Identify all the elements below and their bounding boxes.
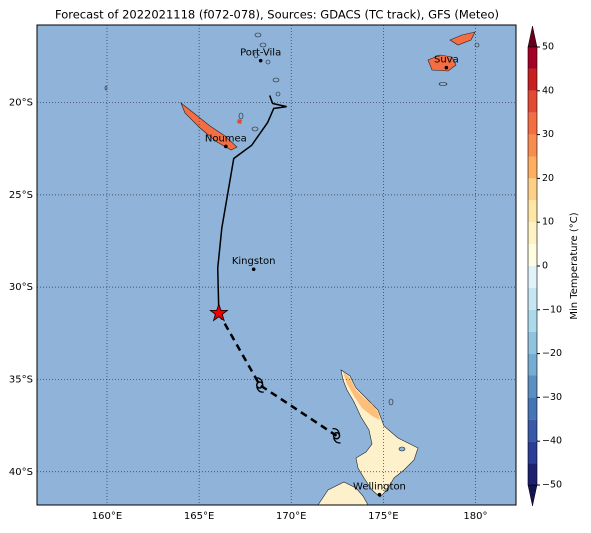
viti-levu bbox=[427, 54, 457, 72]
colorbar-tick-label: 30 bbox=[542, 129, 554, 140]
island-warm bbox=[237, 119, 242, 124]
map-frame bbox=[36, 24, 517, 506]
colorbar-bin bbox=[528, 112, 537, 135]
colorbar-bin bbox=[528, 463, 537, 485]
vanua-levu bbox=[449, 31, 476, 46]
colorbar-bin bbox=[528, 353, 537, 376]
y-tick-label: 35°S bbox=[9, 374, 33, 385]
colorbar-extend-min bbox=[527, 484, 538, 507]
city-label: Port-Vila bbox=[240, 48, 281, 59]
city-label: Noumea bbox=[205, 133, 247, 144]
colorbar-bin bbox=[528, 309, 537, 332]
y-tick-label: 40°S bbox=[9, 467, 33, 478]
ocean bbox=[37, 25, 516, 505]
colorbar-bin bbox=[528, 397, 537, 420]
colorbar-bin bbox=[528, 375, 537, 398]
new-caledonia bbox=[180, 102, 238, 151]
graticule bbox=[37, 25, 516, 505]
map-title: Forecast of 2022021118 (f072-078), Sourc… bbox=[55, 8, 499, 22]
colorbar-tick-label: 40 bbox=[542, 85, 554, 96]
city-label: Suva bbox=[434, 55, 459, 66]
colorbar-tick-label: 0 bbox=[542, 261, 548, 272]
land bbox=[104, 31, 480, 506]
past-track bbox=[216, 95, 287, 314]
colorbar-tick-label: −30 bbox=[542, 392, 562, 403]
colorbar-bin bbox=[528, 441, 537, 464]
colorbar-bin bbox=[528, 47, 537, 69]
colorbar-bin bbox=[528, 244, 537, 266]
x-tick-label: 165°E bbox=[184, 511, 214, 522]
storm-arm bbox=[332, 427, 341, 444]
colorbar-bin bbox=[528, 156, 537, 179]
colorbar-bin bbox=[528, 90, 537, 113]
colorbar-bin bbox=[528, 331, 537, 354]
colorbar-label: Min Temperature (°C) bbox=[569, 212, 580, 319]
colorbar-bin bbox=[528, 287, 537, 310]
y-tick-label: 30°S bbox=[9, 282, 33, 293]
storm-arm bbox=[255, 377, 264, 393]
colorbar-bin bbox=[528, 200, 537, 223]
colorbar-bin bbox=[528, 266, 537, 288]
city-label: Wellington bbox=[353, 482, 406, 493]
colorbar-tick-label: −40 bbox=[542, 436, 562, 447]
x-tick-label: 175°E bbox=[368, 511, 398, 522]
colorbar-tick-label: 50 bbox=[542, 42, 554, 53]
storm-symbol bbox=[255, 377, 264, 393]
x-tick-label: 160°E bbox=[92, 511, 122, 522]
city-dot bbox=[224, 144, 228, 149]
north-island-warm bbox=[343, 372, 380, 420]
city-dot bbox=[377, 492, 382, 497]
colorbar-bin bbox=[528, 222, 537, 245]
forecast-track bbox=[217, 312, 338, 437]
storm-eye bbox=[332, 432, 341, 440]
colorbar-tick-label: 20 bbox=[542, 173, 554, 184]
city-dot bbox=[251, 267, 256, 272]
storm-symbol bbox=[332, 427, 341, 444]
colorbar-bin bbox=[528, 68, 537, 91]
y-tick-label: 20°S bbox=[9, 98, 33, 109]
colorbar-tick-label: 10 bbox=[542, 217, 554, 228]
colorbar-tick-label: −50 bbox=[542, 480, 562, 491]
small-islands bbox=[104, 32, 480, 452]
x-tick-label: 180° bbox=[463, 511, 487, 522]
city-dot bbox=[444, 65, 449, 70]
colorbar-tick-label: −20 bbox=[542, 348, 562, 359]
colorbar-extend-max bbox=[527, 25, 538, 48]
y-tick-label: 25°S bbox=[9, 190, 33, 201]
city-label: Kingston bbox=[232, 256, 276, 267]
colorbar-bin bbox=[528, 419, 537, 442]
colorbar-tick-label: −10 bbox=[542, 304, 562, 315]
x-tick-label: 170°E bbox=[276, 511, 306, 522]
colorbar-bin bbox=[528, 134, 537, 157]
city-dot bbox=[258, 58, 263, 63]
current-position bbox=[209, 302, 229, 322]
storm-eye bbox=[255, 381, 264, 389]
colorbar-bin bbox=[528, 178, 537, 201]
